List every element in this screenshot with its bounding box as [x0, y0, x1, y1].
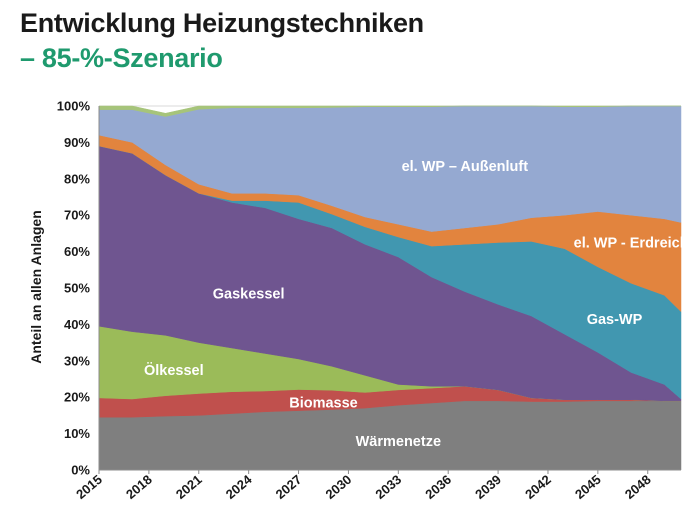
- area-series: [98, 105, 682, 471]
- y-tick-label: 30%: [64, 353, 90, 368]
- y-tick-label: 100%: [57, 99, 91, 114]
- x-tick-label: 2036: [422, 472, 454, 502]
- x-tick-label: 2018: [123, 472, 155, 502]
- y-axis-label: Anteil an allen Anlagen: [28, 210, 44, 364]
- area-label: Gas-WP: [587, 312, 643, 328]
- y-tick-label: 10%: [64, 426, 90, 441]
- area-labels: el. WP – Außenluft el. WP - Erdreich Gas-W…: [144, 159, 689, 450]
- y-tick-label: 60%: [64, 244, 90, 259]
- area-label: Biomasse: [289, 396, 358, 412]
- x-tick-label: 2024: [223, 471, 255, 502]
- x-tick-labels: 2015 2018 2021 2024 2027 2030 2033 2036 2039 2042…: [73, 470, 654, 502]
- area-label: el. WP – Außenluft: [402, 159, 529, 175]
- y-tick-label: 70%: [64, 208, 90, 223]
- axes: [98, 106, 681, 471]
- x-tick-label: 2039: [472, 472, 504, 502]
- y-tick-label: 20%: [64, 390, 90, 405]
- y-tick-label: 0%: [71, 463, 90, 478]
- y-tick-label: 80%: [64, 171, 90, 186]
- x-tick-label: 2033: [372, 472, 404, 502]
- x-tick-label: 2027: [273, 472, 305, 502]
- x-tick-label: 2048: [622, 472, 654, 502]
- chart-title: Entwicklung Heizungstechniken: [20, 8, 424, 38]
- x-tick-label: 2021: [173, 472, 205, 502]
- y-tick-label: 90%: [64, 135, 90, 150]
- area-label: Gaskessel: [213, 286, 285, 302]
- x-tick-label: 2042: [522, 472, 554, 502]
- x-tick-label: 2045: [572, 472, 604, 502]
- area-label: Wärmenetze: [356, 434, 441, 450]
- chart-subtitle: – 85-%-Szenario: [20, 43, 223, 73]
- area-label: el. WP - Erdreich: [574, 236, 689, 252]
- y-tick-label: 40%: [64, 317, 90, 332]
- area-label: Ölkessel: [144, 362, 204, 379]
- y-tick-labels: 0% 10% 20% 30% 40% 50% 60% 70% 80% 90% 100%: [57, 99, 91, 478]
- x-tick-label: 2030: [323, 472, 355, 502]
- area-top-band: [98, 105, 681, 117]
- y-tick-label: 50%: [64, 281, 90, 296]
